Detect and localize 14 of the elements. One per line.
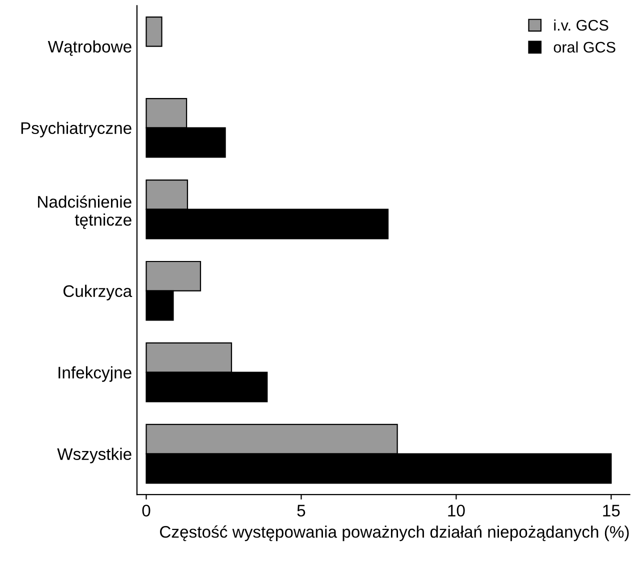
x-tick-label: 15 [603,504,620,517]
legend-label: oral GCS [554,41,616,53]
x-tick-label: 10 [448,504,465,517]
legend-label: i.v. GCS [554,19,608,31]
y-tick-label: Nadciśnienie tętnicze [38,195,132,230]
y-tick-label: Wątrobowe [48,40,132,56]
x-tick-label: 5 [297,504,306,517]
bar [146,16,162,47]
x-axis-title: Częstość występowania poważnych działań niepożądanych (%) [160,525,629,542]
x-tick-label: 0 [142,504,150,517]
y-tick-label: Cukrzyca [63,284,132,300]
y-tick-label: Psychiatryczne [21,122,132,138]
y-tick-label: Infekcyjne [58,366,132,382]
y-tick-label: Wszystkie [57,448,132,464]
